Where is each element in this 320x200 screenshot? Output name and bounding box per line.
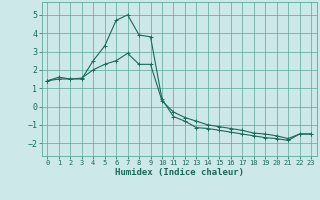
X-axis label: Humidex (Indice chaleur): Humidex (Indice chaleur) xyxy=(115,168,244,177)
